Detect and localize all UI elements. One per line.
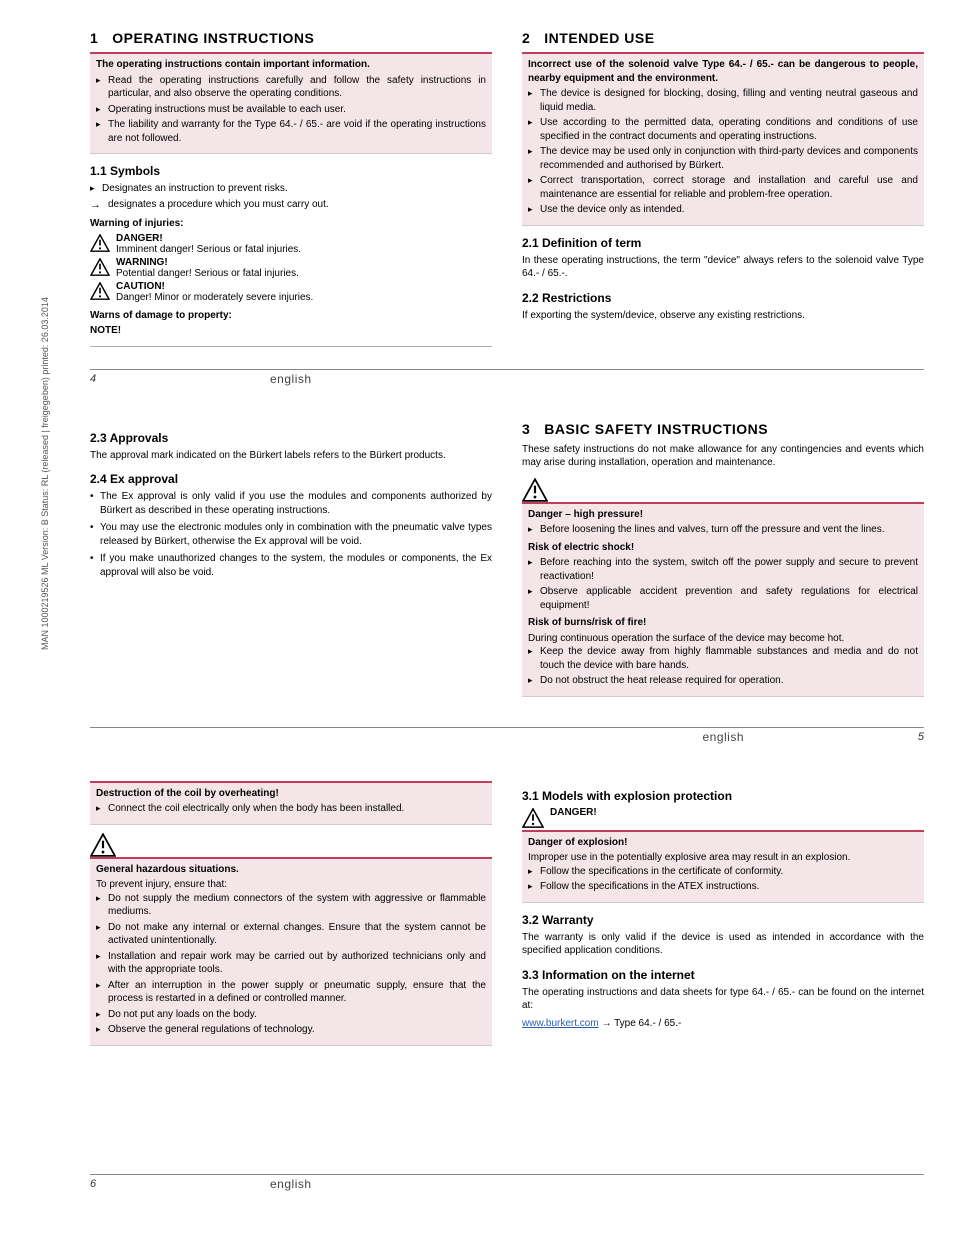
- bullet: Before reaching into the system, switch …: [528, 556, 918, 583]
- bullet: If you make unauthorized changes to the …: [90, 552, 492, 579]
- warning-triangle-icon: [90, 282, 110, 300]
- expl-title: Danger of explosion!: [528, 836, 918, 850]
- section-3-2-heading: 3.2 Warranty: [522, 913, 924, 927]
- safety-intro: These safety instructions do not make al…: [522, 443, 924, 470]
- burkert-link[interactable]: www.burkert.com: [522, 1018, 599, 1029]
- bullet: Installation and repair work may be carr…: [96, 950, 486, 977]
- bullet: Do not obstruct the heat release require…: [528, 674, 918, 688]
- bullet: Use the device only as intended.: [528, 203, 918, 217]
- page-6-footer: 6 english: [90, 1174, 924, 1191]
- bullet: Operating instructions must be available…: [96, 103, 486, 117]
- page-number: 5: [744, 731, 924, 743]
- danger-row: DANGER!: [522, 807, 924, 828]
- shock-title: Risk of electric shock!: [528, 541, 918, 555]
- bullet: The device is designed for blocking, dos…: [528, 87, 918, 114]
- internet-info: The operating instructions and data shee…: [522, 986, 924, 1013]
- section-3-3-heading: 3.3 Information on the internet: [522, 968, 924, 982]
- page5-right-col: 3BASIC SAFETY INSTRUCTIONS These safety …: [522, 421, 924, 705]
- section-2-3-heading: 2.3 Approvals: [90, 431, 492, 445]
- caution-row: CAUTION!Danger! Minor or moderately seve…: [90, 281, 492, 303]
- page4-left-col: 1OPERATING INSTRUCTIONS The operating in…: [90, 30, 492, 347]
- hp-title: Danger – high pressure!: [528, 508, 918, 522]
- restrictions-text: If exporting the system/device, observe …: [522, 309, 924, 323]
- page-5-footer: english 5: [90, 727, 924, 744]
- bullet: Do not supply the medium connectors of t…: [96, 892, 486, 919]
- language-label: english: [702, 730, 744, 744]
- warning-triangle-icon: [522, 808, 544, 828]
- bullet: Do not make any internal or external cha…: [96, 921, 486, 948]
- page-number: 6: [90, 1178, 270, 1190]
- bullet: Follow the specifications in the ATEX in…: [528, 880, 918, 894]
- bullet: The device may be used only in conjuncti…: [528, 145, 918, 172]
- page6-right-col: 3.1 Models with explosion protection DAN…: [522, 779, 924, 1054]
- page-5: 2.3 Approvals The approval mark indicate…: [90, 421, 924, 744]
- language-label: english: [270, 372, 312, 386]
- explosion-box: Danger of explosion! Improper use in the…: [522, 830, 924, 903]
- page5-left-col: 2.3 Approvals The approval mark indicate…: [90, 421, 492, 705]
- section-2-heading: 2INTENDED USE: [522, 30, 924, 46]
- page-6: Destruction of the coil by overheating! …: [90, 779, 924, 1191]
- bullet: Use according to the permitted data, ope…: [528, 116, 918, 143]
- section-2-4-heading: 2.4 Ex approval: [90, 472, 492, 486]
- approvals-text: The approval mark indicated on the Bürke…: [90, 449, 492, 463]
- section-3-heading: 3BASIC SAFETY INSTRUCTIONS: [522, 421, 924, 437]
- bullet: Follow the specifications in the certifi…: [528, 865, 918, 879]
- haz-intro: To prevent injury, ensure that:: [96, 878, 486, 892]
- op-instructions-box: The operating instructions contain impor…: [90, 52, 492, 154]
- page6-left-col: Destruction of the coil by overheating! …: [90, 779, 492, 1054]
- burn-intro: During continuous operation the surface …: [528, 632, 918, 646]
- warning-row: WARNING!Potential danger! Serious or fat…: [90, 257, 492, 279]
- arrow-icon: [601, 1018, 614, 1029]
- warning-triangle-icon: [90, 234, 110, 252]
- haz-title: General hazardous situations.: [96, 863, 486, 877]
- bullet: Correct transportation, correct storage …: [528, 174, 918, 201]
- warning-triangle-icon: [90, 833, 116, 857]
- sidebar-metadata: MAN 1000219526 ML Version: B Status: RL …: [40, 297, 50, 650]
- warning-injuries-label: Warning of injuries:: [90, 217, 492, 231]
- section-2-2-heading: 2.2 Restrictions: [522, 291, 924, 305]
- bullet: You may use the electronic modules only …: [90, 521, 492, 548]
- burn-title: Risk of burns/risk of fire!: [528, 616, 918, 630]
- warning-triangle-icon: [522, 478, 548, 502]
- warning-triangle-icon: [90, 258, 110, 276]
- property-damage-label: Warns of damage to property:: [90, 309, 492, 323]
- high-pressure-box: Danger – high pressure! Before loosening…: [522, 502, 924, 697]
- intro-bold: The operating instructions contain impor…: [96, 58, 486, 72]
- bullet: Before loosening the lines and valves, t…: [528, 523, 918, 537]
- coil-box: Destruction of the coil by overheating! …: [90, 781, 492, 825]
- divider: [90, 346, 492, 347]
- page4-right-col: 2INTENDED USE Incorrect use of the solen…: [522, 30, 924, 347]
- symbol-desc: Designates an instruction to prevent ris…: [90, 182, 492, 196]
- page-number: 4: [90, 373, 270, 385]
- section-1-heading: 1OPERATING INSTRUCTIONS: [90, 30, 492, 46]
- bullet: The liability and warranty for the Type …: [96, 118, 486, 145]
- bullet: Do not put any loads on the body.: [96, 1008, 486, 1022]
- expl-intro: Improper use in the potentially explosiv…: [528, 851, 918, 865]
- definition-text: In these operating instructions, the ter…: [522, 254, 924, 281]
- page-4: 1OPERATING INSTRUCTIONS The operating in…: [90, 30, 924, 386]
- section-1-1-heading: 1.1 Symbols: [90, 164, 492, 178]
- danger-row: DANGER!Imminent danger! Serious or fatal…: [90, 233, 492, 255]
- warranty-text: The warranty is only valid if the device…: [522, 931, 924, 958]
- language-label: english: [270, 1177, 312, 1191]
- url-line: www.burkert.com Type 64.- / 65.-: [522, 1017, 924, 1031]
- bullet: Keep the device away from highly flammab…: [528, 645, 918, 672]
- section-2-1-heading: 2.1 Definition of term: [522, 236, 924, 250]
- intro-bold: Incorrect use of the solenoid valve Type…: [528, 58, 918, 85]
- bullet: After an interruption in the power suppl…: [96, 979, 486, 1006]
- bullet: Observe the general regulations of techn…: [96, 1023, 486, 1037]
- bullet: Observe applicable accident prevention a…: [528, 585, 918, 612]
- hazard-box: General hazardous situations. To prevent…: [90, 857, 492, 1046]
- page-4-footer: 4 english: [90, 369, 924, 386]
- note-label: NOTE!: [90, 324, 492, 338]
- bullet: Connect the coil electrically only when …: [96, 802, 486, 816]
- intended-use-box: Incorrect use of the solenoid valve Type…: [522, 52, 924, 226]
- symbol-arrow-desc: designates a procedure which you must ca…: [90, 198, 492, 212]
- bullet: Read the operating instructions carefull…: [96, 74, 486, 101]
- bullet: The Ex approval is only valid if you use…: [90, 490, 492, 517]
- coil-title: Destruction of the coil by overheating!: [96, 787, 486, 801]
- section-3-1-heading: 3.1 Models with explosion protection: [522, 789, 924, 803]
